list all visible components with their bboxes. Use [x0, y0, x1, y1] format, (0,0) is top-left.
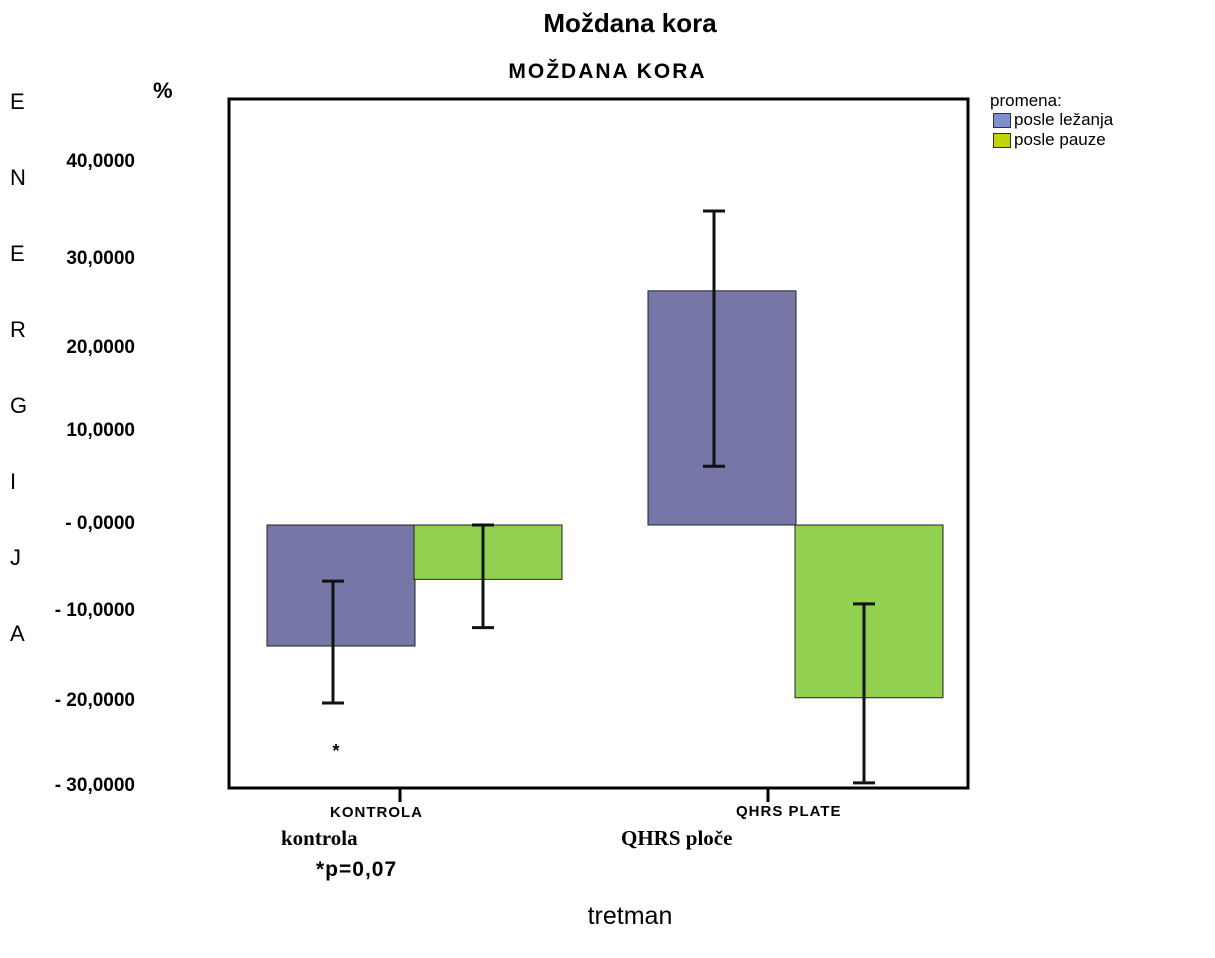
y-axis-vertical-label: E N E R G I J A	[10, 88, 40, 696]
bar	[266, 524, 416, 647]
y-tick-label: - 20,0000	[54, 690, 135, 711]
y-label-letter: E	[10, 89, 25, 114]
chart-subtitle: MOŽDANA KORA	[508, 60, 707, 83]
y-tick-label: 40,0000	[66, 151, 135, 172]
y-label-letter: G	[10, 393, 28, 418]
y-tick-label: - 30,0000	[54, 775, 135, 796]
legend-label: posle ležanja	[1014, 110, 1114, 129]
y-label-letter: R	[10, 317, 26, 342]
p-value-note: *p=0,07	[316, 858, 398, 881]
legend-label: posle pauze	[1014, 130, 1106, 149]
y-label-letter: E	[10, 241, 25, 266]
plot-frame	[227, 97, 970, 790]
y-label-letter: J	[10, 545, 21, 570]
chart-title: Moždana kora	[543, 8, 717, 38]
x-category-sublabel: kontrola	[281, 826, 358, 850]
y-label-letter: N	[10, 165, 26, 190]
x-category-label: QHRS PLATE	[736, 803, 842, 820]
legend-title: promena:	[990, 91, 1062, 110]
legend-swatch	[993, 132, 1011, 148]
legend-swatch	[993, 112, 1011, 128]
bar	[794, 524, 944, 699]
y-axis-unit: %	[153, 78, 173, 103]
x-axis-label: tretman	[587, 902, 673, 930]
legend: promena: posle ležanja posle pauze	[990, 92, 1113, 150]
y-tick-label: - 10,0000	[54, 600, 135, 621]
y-tick-label: 20,0000	[66, 337, 135, 358]
legend-item: posle ležanja	[993, 110, 1113, 130]
bar	[647, 290, 797, 526]
bar	[413, 524, 563, 580]
x-category-sublabel: QHRS ploče	[621, 826, 733, 850]
y-label-letter: I	[10, 469, 17, 494]
y-tick-label: 30,0000	[66, 248, 135, 269]
y-label-letter: A	[10, 621, 25, 646]
y-tick-label: - 0,0000	[65, 513, 135, 534]
x-category-label: KONTROLA	[330, 804, 423, 821]
legend-item: posle pauze	[993, 130, 1113, 150]
significance-marker: *	[332, 741, 339, 761]
y-tick-label: 10,0000	[66, 420, 135, 441]
